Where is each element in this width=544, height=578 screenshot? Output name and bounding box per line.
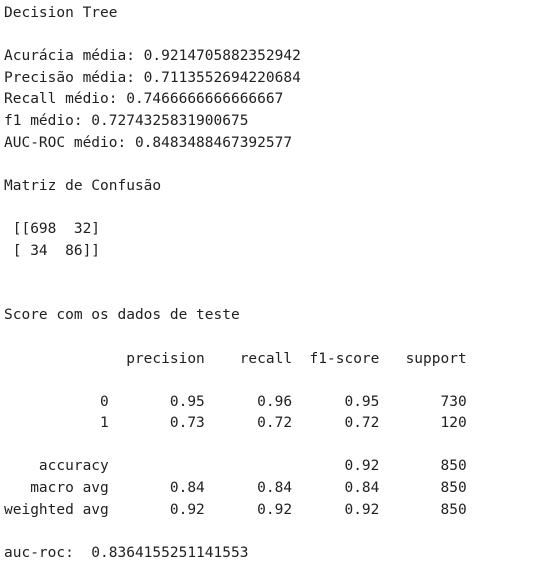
notebook-output: Decision Tree Acurácia média: 0.921470588… — [4, 3, 467, 564]
model-title: Decision Tree — [4, 5, 118, 21]
blank-line — [4, 262, 467, 284]
blank-line — [4, 284, 467, 306]
mean-auc-roc: AUC-ROC médio: 0.8483488467392577 — [4, 134, 293, 151]
report-row-macro-avg: macro avg 0.84 0.84 0.84 850 — [4, 480, 467, 497]
test-score-title: Score com os dados de teste — [4, 307, 240, 324]
blank-line — [4, 154, 467, 176]
blank-line — [4, 327, 467, 349]
test-auc-roc: auc-roc: 0.8364155251141553 — [4, 544, 249, 561]
mean-precision: Precisão média: 0.7113552694220684 — [4, 69, 301, 86]
mean-f1: f1 médio: 0.7274325831900675 — [4, 112, 249, 129]
mean-recall: Recall médio: 0.7466666666666667 — [4, 91, 284, 108]
report-row-accuracy: accuracy 0.92 850 — [4, 458, 467, 475]
report-row-weighted-avg: weighted avg 0.92 0.92 0.92 850 — [4, 501, 467, 518]
blank-line — [4, 435, 467, 457]
blank-line — [4, 197, 467, 219]
blank-line — [4, 370, 467, 392]
report-row-class-0: 0 0.95 0.96 0.95 730 — [4, 393, 467, 410]
confusion-matrix-row-1: [ 34 86]] — [4, 242, 101, 259]
blank-line — [4, 521, 467, 543]
report-header: precision recall f1-score support — [4, 350, 467, 367]
confusion-matrix-title: Matriz de Confusão — [4, 177, 162, 194]
mean-accuracy: Acurácia média: 0.9214705882352942 — [4, 48, 301, 65]
confusion-matrix-row-0: [[698 32] — [4, 220, 101, 237]
blank-line — [4, 25, 467, 47]
report-row-class-1: 1 0.73 0.72 0.72 120 — [4, 415, 467, 432]
